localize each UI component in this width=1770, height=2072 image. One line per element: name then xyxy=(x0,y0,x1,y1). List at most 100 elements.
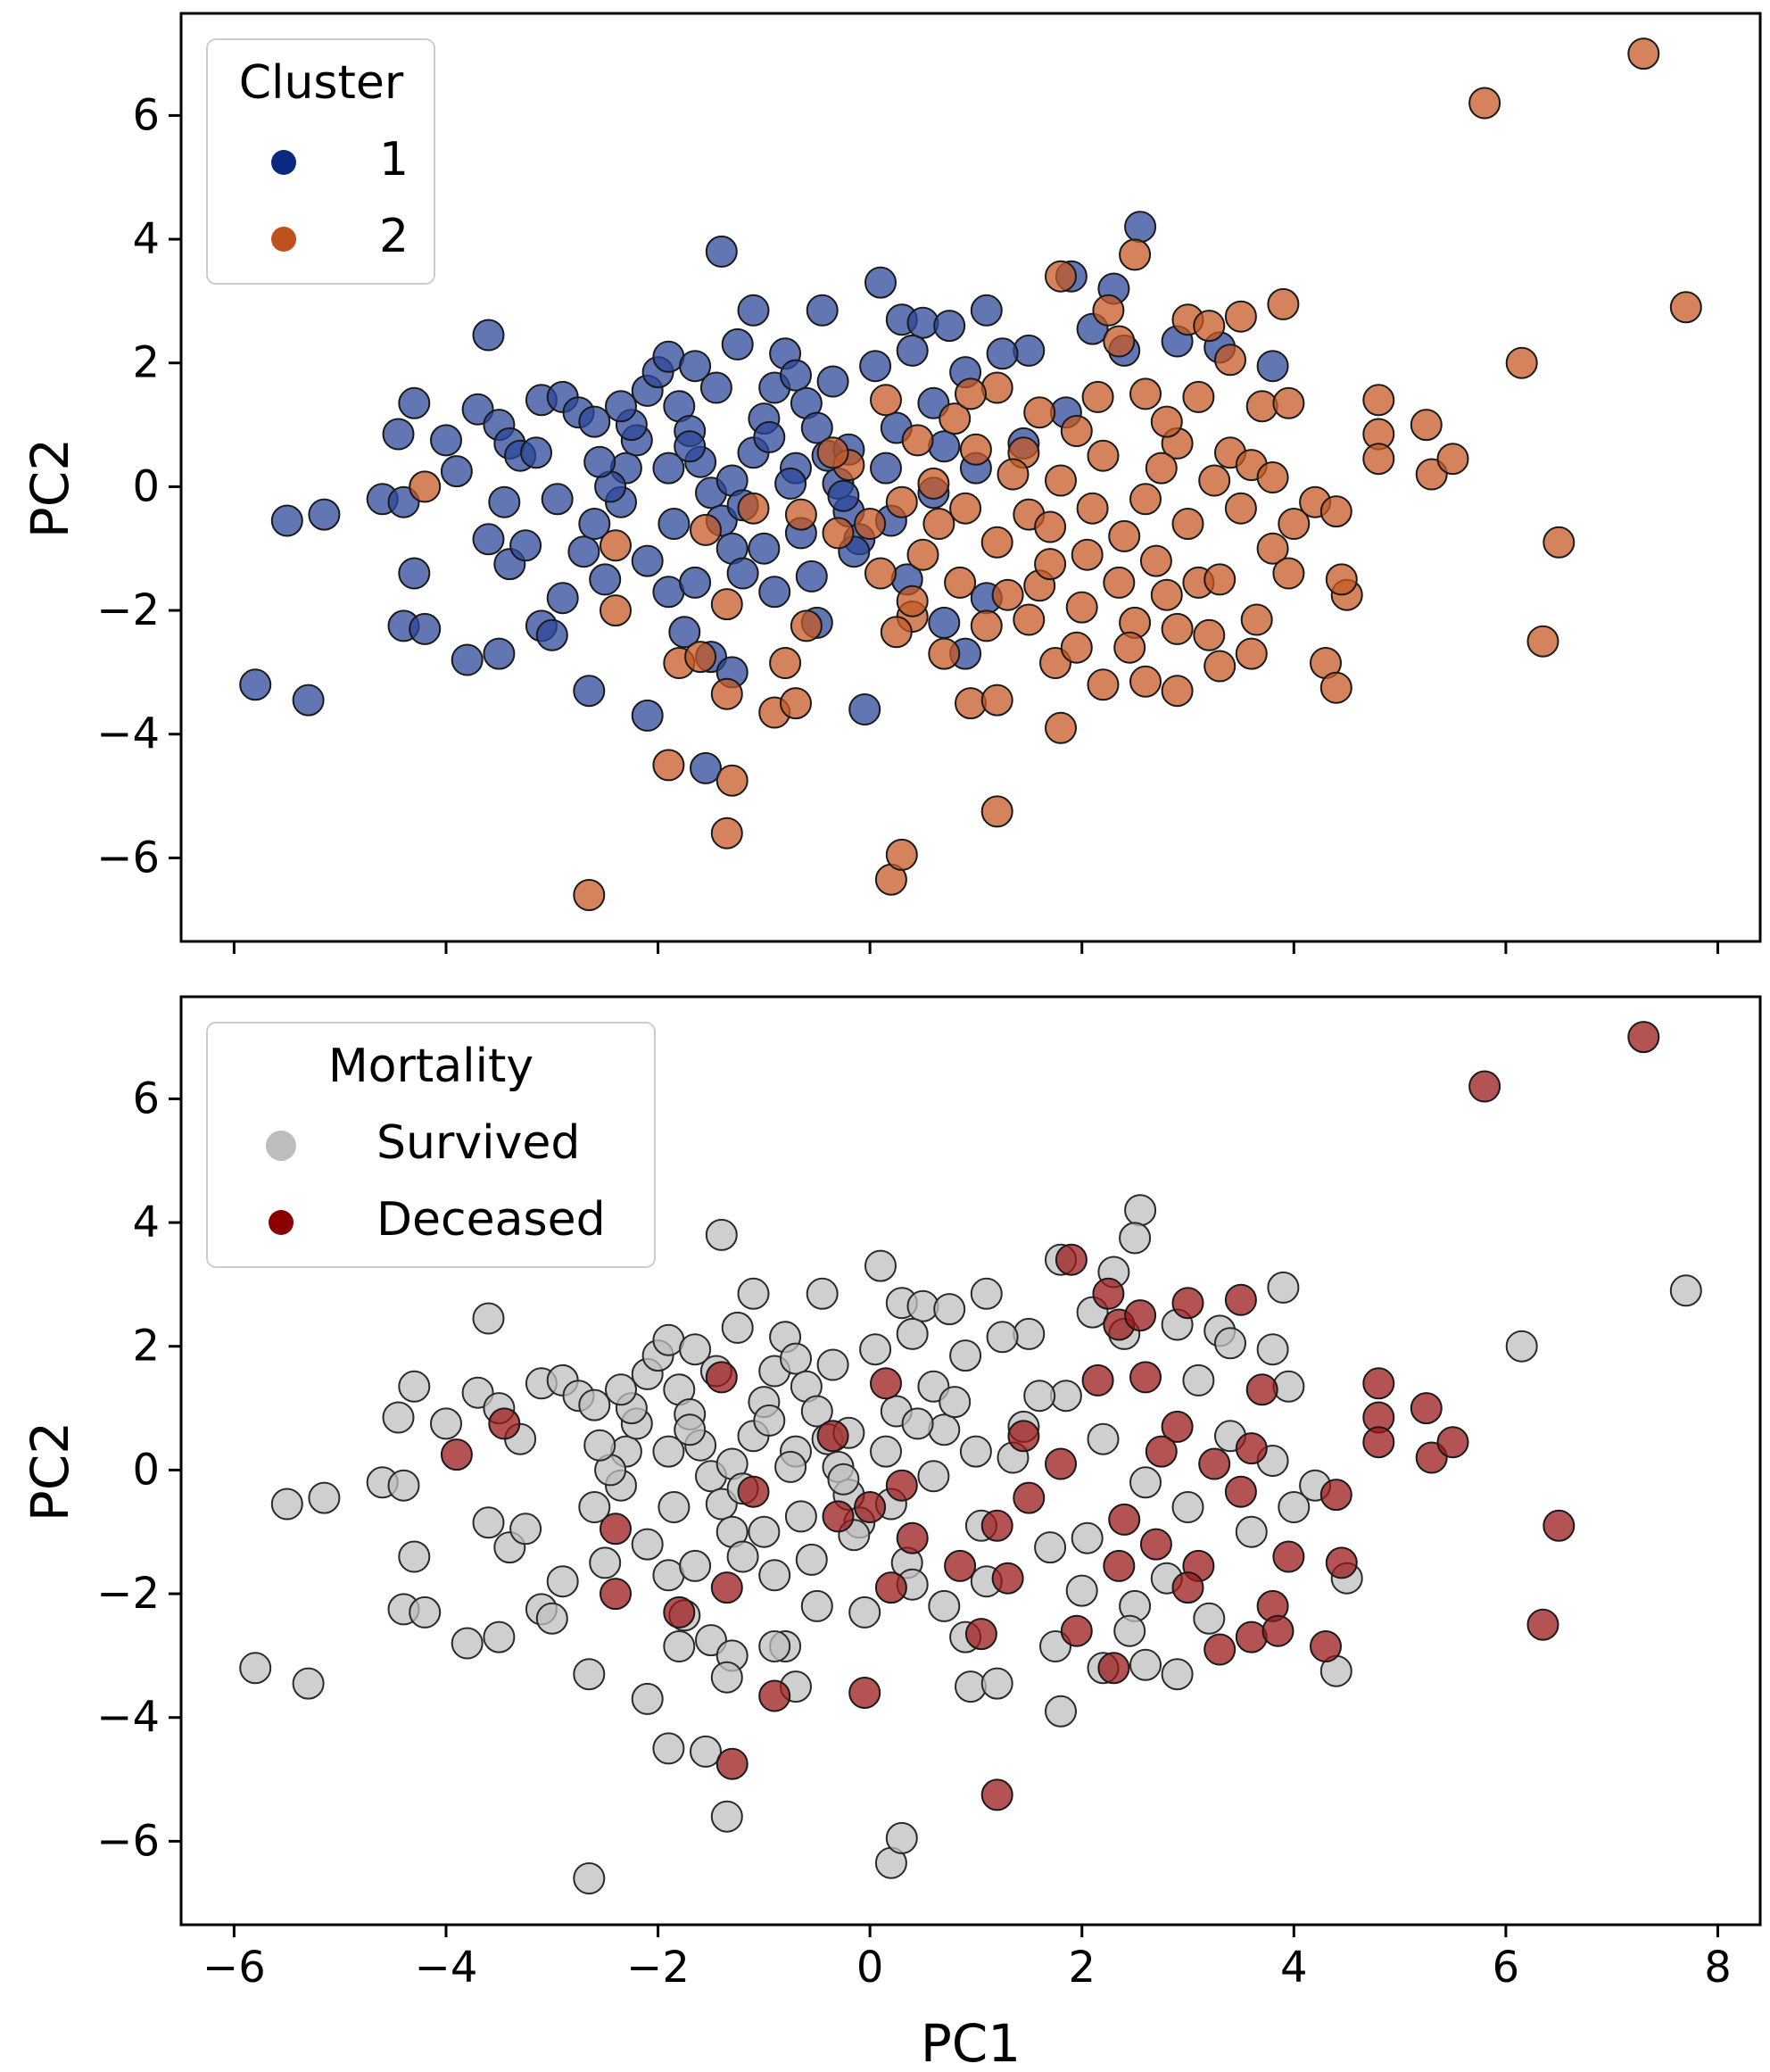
top-point-2-109 xyxy=(1113,631,1146,664)
top-point-1-94 xyxy=(848,693,881,725)
bottom-point-deceased-37 xyxy=(1310,1630,1342,1662)
bottom-point-deceased-49 xyxy=(980,1509,1013,1542)
bottom-point-deceased-3 xyxy=(600,1578,632,1611)
top-point-2-6 xyxy=(684,641,717,674)
bottom-point-deceased-55 xyxy=(1145,1435,1178,1468)
top-point-2-33 xyxy=(1267,287,1300,320)
top-point-2-54 xyxy=(1627,37,1660,70)
top-point-1-121 xyxy=(870,452,902,485)
bottom-point-survived-113 xyxy=(679,1549,712,1582)
bottom-point-survived-135 xyxy=(748,1515,781,1548)
top-point-2-0 xyxy=(409,470,442,503)
top-point-1-108 xyxy=(658,508,691,540)
bottom-point-deceased-63 xyxy=(1171,1571,1204,1604)
bottom-legend-marker-survived xyxy=(266,1131,296,1161)
bottom-point-survived-50 xyxy=(800,1395,833,1428)
top-point-1-11 xyxy=(430,424,462,457)
bottom-point-survived-102 xyxy=(980,1667,1013,1700)
top-point-2-104 xyxy=(1071,538,1104,571)
top-legend-marker-cluster-1 xyxy=(271,150,296,175)
bottom-legend-label-deceased: Deceased xyxy=(376,1193,606,1247)
bottom-point-deceased-22 xyxy=(1245,1373,1278,1406)
bottom-point-deceased-56 xyxy=(1198,1447,1231,1480)
top-point-2-85 xyxy=(1129,483,1162,516)
bottom-point-survived-10 xyxy=(398,1370,431,1403)
top-point-1-73 xyxy=(933,310,966,343)
bottom-point-deceased-50 xyxy=(885,1469,918,1502)
bottom-point-deceased-15 xyxy=(1007,1420,1040,1453)
bottom-point-survived-0 xyxy=(239,1652,272,1685)
top-point-2-91 xyxy=(901,424,934,457)
bottom-point-survived-80 xyxy=(1124,1194,1157,1227)
top-point-2-68 xyxy=(1045,464,1077,497)
bottom-x-tick-label: −6 xyxy=(203,1943,266,1993)
bottom-point-deceased-43 xyxy=(1224,1475,1257,1508)
bottom-legend-title: Mortality xyxy=(328,1040,533,1093)
top-point-2-74 xyxy=(854,508,887,540)
top-point-2-114 xyxy=(1081,380,1114,413)
top-legend-label-cluster-1: 1 xyxy=(379,133,409,186)
top-point-1-96 xyxy=(758,576,791,609)
top-point-2-86 xyxy=(1087,439,1120,472)
bottom-panel: −6 −4 −2 0 2 4 6 −6 −4 −2 0 2 4 6 8 PC2 PC1 Mortality… xyxy=(20,995,1762,2072)
bottom-point-survived-23 xyxy=(546,1565,579,1598)
bottom-point-survived-6 xyxy=(398,1540,431,1573)
bottom-legend-box xyxy=(206,1022,656,1268)
bottom-point-survived-11 xyxy=(430,1407,462,1440)
top-point-2-61 xyxy=(1129,665,1162,698)
bottom-point-survived-18 xyxy=(472,1506,505,1539)
top-legend-marker-cluster-2 xyxy=(271,227,296,252)
top-point-1-30 xyxy=(578,405,611,438)
bottom-point-deceased-33 xyxy=(1468,1070,1501,1103)
top-point-2-18 xyxy=(928,637,961,670)
top-point-2-105 xyxy=(1103,566,1136,599)
bottom-x-tick-label: 6 xyxy=(1493,1943,1520,1993)
bottom-y-tick-label: −4 xyxy=(96,1693,160,1743)
bottom-point-survived-60 xyxy=(631,1682,664,1715)
bottom-point-survived-162 xyxy=(1505,1330,1538,1363)
bottom-point-deceased-41 xyxy=(1261,1614,1294,1647)
top-y-tick-label: −6 xyxy=(96,833,160,883)
top-point-1-65 xyxy=(631,699,664,732)
top-point-1-53 xyxy=(780,359,812,392)
bottom-point-survived-71 xyxy=(864,1249,897,1282)
bottom-point-survived-149 xyxy=(1129,1466,1162,1499)
bottom-point-deceased-12 xyxy=(896,1521,929,1554)
top-point-2-8 xyxy=(715,764,749,797)
bottom-point-survived-126 xyxy=(784,1500,817,1533)
top-point-2-62 xyxy=(1087,668,1120,701)
bottom-point-deceased-62 xyxy=(737,1475,770,1508)
bottom-point-survived-86 xyxy=(1214,1327,1246,1360)
top-point-1-99 xyxy=(583,445,616,478)
top-point-1-66 xyxy=(690,751,722,784)
bottom-point-survived-115 xyxy=(583,1429,616,1462)
top-point-2-67 xyxy=(1076,492,1109,525)
bottom-x-tick-label: 8 xyxy=(1704,1943,1732,1993)
top-point-2-78 xyxy=(991,578,1024,611)
bottom-point-deceased-52 xyxy=(944,1549,977,1582)
top-point-1-123 xyxy=(605,390,637,423)
bottom-point-survived-68 xyxy=(705,1218,738,1251)
top-y-axis-label: PC2 xyxy=(20,438,80,538)
bottom-point-deceased-61 xyxy=(816,1420,849,1453)
top-point-2-59 xyxy=(1203,650,1237,683)
top-point-2-66 xyxy=(1108,519,1141,552)
bottom-x-ticks: −6 −4 −2 0 2 4 6 8 xyxy=(203,1925,1732,1993)
bottom-x-tick-label: −2 xyxy=(626,1943,690,1993)
bottom-point-survived-101 xyxy=(955,1670,987,1703)
bottom-point-deceased-58 xyxy=(1081,1363,1114,1397)
bottom-point-deceased-4 xyxy=(663,1595,696,1629)
bottom-point-survived-111 xyxy=(800,1589,833,1622)
top-point-2-102 xyxy=(997,458,1030,491)
top-point-2-76 xyxy=(906,538,939,571)
top-point-1-125 xyxy=(721,327,754,361)
bottom-point-deceased-7 xyxy=(705,1361,738,1394)
bottom-point-survived-29 xyxy=(573,1862,606,1894)
bottom-point-survived-56 xyxy=(631,1528,664,1561)
top-point-1-122 xyxy=(928,430,961,463)
top-point-1-112 xyxy=(859,350,892,383)
top-point-2-31 xyxy=(1193,310,1226,343)
bottom-point-survived-81 xyxy=(1119,1222,1152,1255)
top-point-2-95 xyxy=(1272,557,1305,590)
top-point-1-10 xyxy=(398,386,431,419)
